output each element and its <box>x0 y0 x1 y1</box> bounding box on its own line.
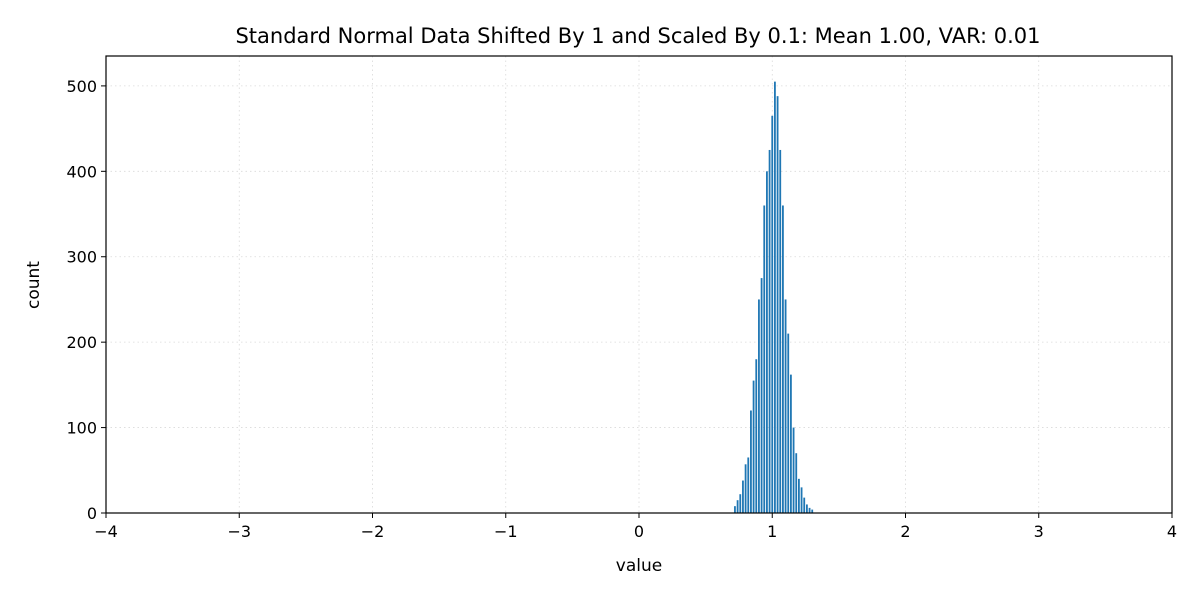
histogram-bar <box>768 149 771 513</box>
x-tick-label: −2 <box>361 522 385 541</box>
histogram-bar <box>755 359 758 513</box>
histogram-bar <box>800 487 803 513</box>
y-tick-label: 200 <box>66 333 97 352</box>
histogram-bar <box>739 494 742 513</box>
histogram-bar <box>805 504 808 513</box>
histogram-bar <box>798 478 800 513</box>
histogram-bar <box>792 427 795 513</box>
x-tick-label: 0 <box>634 522 644 541</box>
histogram-bar <box>736 500 739 513</box>
x-tick-label: 4 <box>1167 522 1177 541</box>
y-axis-label: count <box>24 261 44 309</box>
x-tick-label: −1 <box>494 522 518 541</box>
histogram-bar <box>803 497 806 513</box>
histogram-bar <box>787 333 790 513</box>
histogram-bar <box>758 299 760 513</box>
histogram-bar <box>744 464 747 513</box>
histogram-bar <box>771 115 774 513</box>
grid-lines <box>105 56 1173 514</box>
x-axis-label: value <box>616 556 662 576</box>
histogram-bar <box>784 299 787 513</box>
histogram-bar <box>742 480 744 513</box>
histogram-bar <box>763 205 766 514</box>
x-tick-label: −4 <box>94 522 118 541</box>
histogram-bar <box>734 506 736 513</box>
bars <box>734 81 814 514</box>
histogram-bar <box>808 507 811 513</box>
y-tick-label: 400 <box>66 162 97 181</box>
histogram-bar <box>776 96 779 513</box>
x-tick-label: 3 <box>1034 522 1044 541</box>
histogram-bar <box>747 457 750 513</box>
x-tick-label: 2 <box>900 522 910 541</box>
x-axis-ticks: −4 −3 −2 −1 0 1 2 3 4 <box>94 513 1177 541</box>
histogram-bar <box>782 205 784 514</box>
histogram-bar <box>795 453 798 513</box>
x-tick-label: 1 <box>767 522 777 541</box>
histogram-bar <box>811 509 814 513</box>
histogram-bar <box>752 380 755 513</box>
histogram-bar <box>790 374 792 513</box>
histogram-bar <box>760 278 763 513</box>
chart-title: Standard Normal Data Shifted By 1 and Sc… <box>235 24 1040 48</box>
y-tick-label: 100 <box>66 419 97 438</box>
histogram-bar <box>774 81 776 514</box>
y-tick-label: 500 <box>66 77 97 96</box>
y-axis-ticks: 0 100 200 300 400 500 <box>66 77 106 523</box>
x-tick-label: −3 <box>227 522 251 541</box>
histogram-bar <box>766 171 768 514</box>
y-tick-label: 300 <box>66 248 97 267</box>
histogram-bar <box>779 149 782 513</box>
histogram-bar <box>750 410 752 513</box>
y-tick-label: 0 <box>87 504 97 523</box>
